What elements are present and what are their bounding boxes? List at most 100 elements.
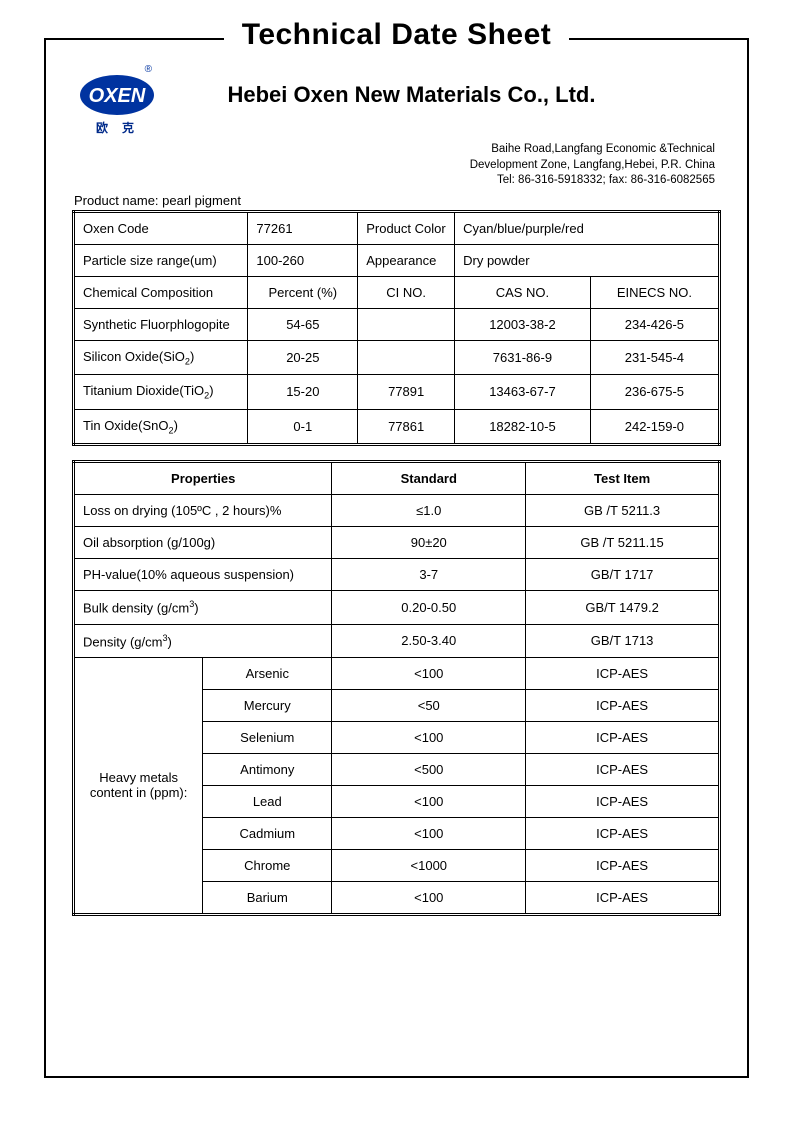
cell: Synthetic Fluorphlogopite: [74, 308, 248, 340]
cell: ICP-AES: [526, 753, 720, 785]
table-row: Oxen Code 77261 Product Color Cyan/blue/…: [74, 211, 720, 244]
page: Technical Date Sheet ® OXEN 欧克 Hebei Oxe…: [0, 0, 793, 1122]
cell: ICP-AES: [526, 689, 720, 721]
cell: Cadmium: [203, 817, 332, 849]
table-row: Heavy metals content in (ppm): Arsenic <…: [74, 657, 720, 689]
cell: 242-159-0: [590, 409, 719, 445]
cell: CAS NO.: [455, 276, 591, 308]
cell: Lead: [203, 785, 332, 817]
cell: Bulk density (g/cm3): [74, 591, 332, 624]
cell: <100: [332, 657, 526, 689]
cell: GB /T 5211.3: [526, 495, 720, 527]
title-wrap: Technical Date Sheet: [46, 18, 747, 52]
cell: <50: [332, 689, 526, 721]
cell: Appearance: [358, 244, 455, 276]
cell: 0.20-0.50: [332, 591, 526, 624]
cell: 234-426-5: [590, 308, 719, 340]
cell: <500: [332, 753, 526, 785]
cell: [358, 340, 455, 375]
cell: <100: [332, 881, 526, 914]
composition-table: Oxen Code 77261 Product Color Cyan/blue/…: [72, 210, 721, 447]
address-line: Baihe Road,Langfang Economic &Technical: [72, 142, 715, 158]
table-row: Chemical Composition Percent (%) CI NO. …: [74, 276, 720, 308]
document-frame: Technical Date Sheet ® OXEN 欧克 Hebei Oxe…: [44, 38, 749, 1078]
cell: 100-260: [248, 244, 358, 276]
cell: 236-675-5: [590, 375, 719, 410]
table-row: Bulk density (g/cm3) 0.20-0.50 GB/T 1479…: [74, 591, 720, 624]
cell: 20-25: [248, 340, 358, 375]
cell: Titanium Dioxide(TiO2): [74, 375, 248, 410]
cell: GB/T 1479.2: [526, 591, 720, 624]
cell: 15-20: [248, 375, 358, 410]
cell: Chemical Composition: [74, 276, 248, 308]
logo-text: OXEN: [89, 85, 146, 107]
cell: ≤1.0: [332, 495, 526, 527]
product-name: Product name: pearl pigment: [72, 193, 721, 208]
cell: 3-7: [332, 559, 526, 591]
logo-subtext: 欧克: [72, 119, 162, 136]
table-row: PH-value(10% aqueous suspension) 3-7 GB/…: [74, 559, 720, 591]
cell: <100: [332, 721, 526, 753]
logo-block: ® OXEN 欧克: [72, 64, 162, 136]
cell: ICP-AES: [526, 721, 720, 753]
cell: Silicon Oxide(SiO2): [74, 340, 248, 375]
cell: <100: [332, 785, 526, 817]
cell: Chrome: [203, 849, 332, 881]
oxen-logo-icon: OXEN: [78, 73, 156, 117]
cell: <1000: [332, 849, 526, 881]
cell: <100: [332, 817, 526, 849]
cell: 77861: [358, 409, 455, 445]
header-cell: Standard: [332, 462, 526, 495]
cell: 77891: [358, 375, 455, 410]
cell: PH-value(10% aqueous suspension): [74, 559, 332, 591]
cell: 90±20: [332, 527, 526, 559]
cell: GB/T 1713: [526, 624, 720, 657]
table-row: Particle size range(um) 100-260 Appearan…: [74, 244, 720, 276]
table-header-row: Properties Standard Test Item: [74, 462, 720, 495]
cell: Dry powder: [455, 244, 720, 276]
table-row: Density (g/cm3) 2.50-3.40 GB/T 1713: [74, 624, 720, 657]
cell: Product Color: [358, 211, 455, 244]
cell: ICP-AES: [526, 817, 720, 849]
cell: Cyan/blue/purple/red: [455, 211, 720, 244]
cell: GB /T 5211.15: [526, 527, 720, 559]
cell: 231-545-4: [590, 340, 719, 375]
table-row: Loss on drying (105ºC , 2 hours)% ≤1.0 G…: [74, 495, 720, 527]
cell: 2.50-3.40: [332, 624, 526, 657]
cell: 18282-10-5: [455, 409, 591, 445]
heavy-metals-label: Heavy metals content in (ppm):: [74, 657, 203, 914]
cell: ICP-AES: [526, 785, 720, 817]
cell: Loss on drying (105ºC , 2 hours)%: [74, 495, 332, 527]
cell: Oil absorption (g/100g): [74, 527, 332, 559]
properties-table: Properties Standard Test Item Loss on dr…: [72, 460, 721, 916]
cell: 0-1: [248, 409, 358, 445]
cell: 13463-67-7: [455, 375, 591, 410]
cell: ICP-AES: [526, 657, 720, 689]
table-row: Synthetic Fluorphlogopite 54-65 12003-38…: [74, 308, 720, 340]
cell: ICP-AES: [526, 881, 720, 914]
cell: 12003-38-2: [455, 308, 591, 340]
cell: CI NO.: [358, 276, 455, 308]
cell: 54-65: [248, 308, 358, 340]
cell: [358, 308, 455, 340]
cell: Selenium: [203, 721, 332, 753]
table-row: Oil absorption (g/100g) 90±20 GB /T 5211…: [74, 527, 720, 559]
table-row: Titanium Dioxide(TiO2) 15-20 77891 13463…: [74, 375, 720, 410]
address-line: Tel: 86-316-5918332; fax: 86-316-6082565: [72, 173, 715, 189]
company-name: Hebei Oxen New Materials Co., Ltd.: [162, 64, 721, 108]
cell: Arsenic: [203, 657, 332, 689]
cell: ICP-AES: [526, 849, 720, 881]
address-block: Baihe Road,Langfang Economic &Technical …: [72, 142, 721, 189]
cell: Antimony: [203, 753, 332, 785]
cell: Density (g/cm3): [74, 624, 332, 657]
cell: EINECS NO.: [590, 276, 719, 308]
cell: Particle size range(um): [74, 244, 248, 276]
header-row: ® OXEN 欧克 Hebei Oxen New Materials Co., …: [72, 64, 721, 136]
header-cell: Properties: [74, 462, 332, 495]
table-row: Silicon Oxide(SiO2) 20-25 7631-86-9 231-…: [74, 340, 720, 375]
cell: Tin Oxide(SnO2): [74, 409, 248, 445]
cell: Mercury: [203, 689, 332, 721]
header-cell: Test Item: [526, 462, 720, 495]
cell: GB/T 1717: [526, 559, 720, 591]
address-line: Development Zone, Langfang,Hebei, P.R. C…: [72, 158, 715, 174]
